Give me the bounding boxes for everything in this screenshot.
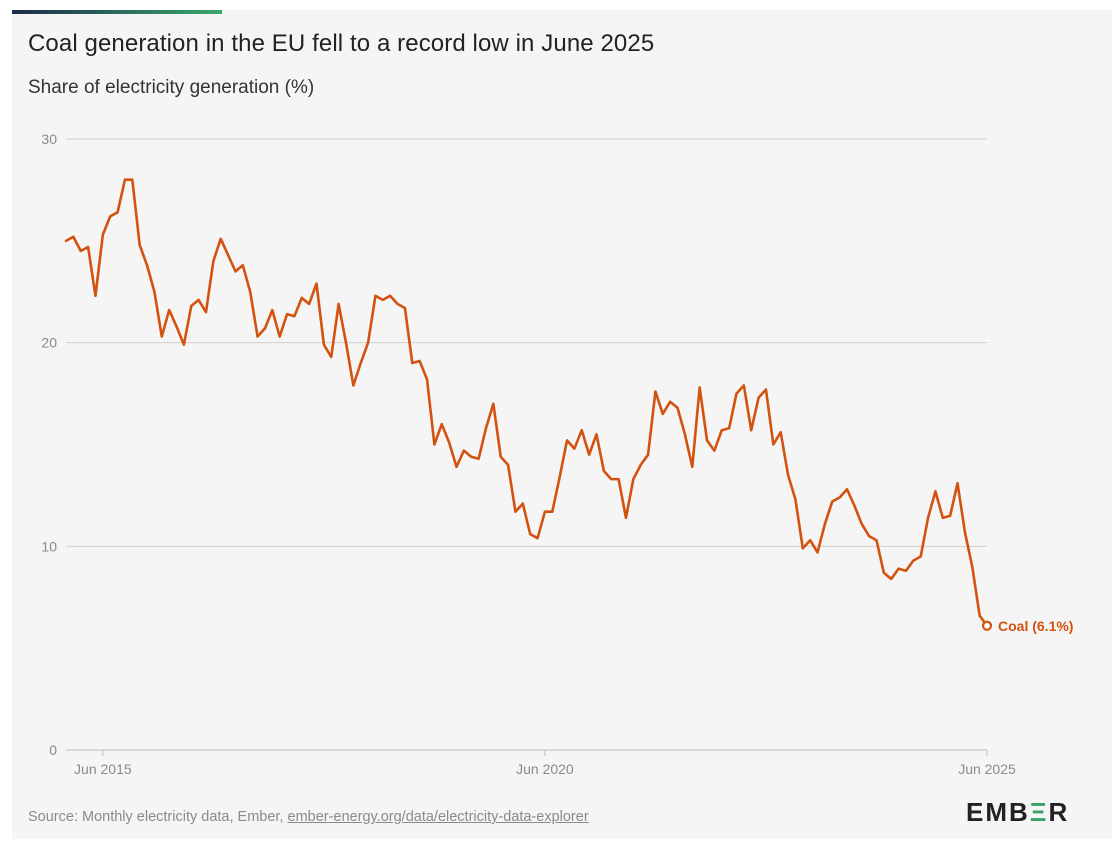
- chart-card: [12, 10, 1112, 839]
- series-line-coal: [64, 178, 989, 628]
- accent-bar: [12, 10, 222, 14]
- source-note: Source: Monthly electricity data, Ember,…: [28, 809, 589, 825]
- y-tick-label: 0: [49, 742, 57, 758]
- ember-logo: EMBΞR: [966, 797, 1069, 828]
- x-tick-label: Jun 2015: [74, 761, 132, 777]
- y-tick-label: 30: [41, 131, 57, 147]
- y-tick-label: 20: [41, 335, 57, 351]
- x-tick-label: Jun 2020: [516, 761, 574, 777]
- source-text: Source: Monthly electricity data, Ember,: [28, 809, 288, 825]
- logo-e-mark: Ξ: [1029, 797, 1049, 827]
- y-tick-label: 10: [41, 538, 57, 554]
- logo-text-start: EMB: [966, 797, 1030, 827]
- chart-title: Coal generation in the EU fell to a reco…: [28, 30, 655, 57]
- chart-subtitle: Share of electricity generation (%): [28, 77, 315, 98]
- series-end-label: Coal (6.1%): [998, 618, 1073, 634]
- x-tick-label: Jun 2025: [958, 761, 1016, 777]
- source-link[interactable]: ember-energy.org/data/electricity-data-e…: [287, 809, 589, 825]
- logo-text-end: R: [1048, 797, 1070, 827]
- series-end-marker: [981, 620, 993, 631]
